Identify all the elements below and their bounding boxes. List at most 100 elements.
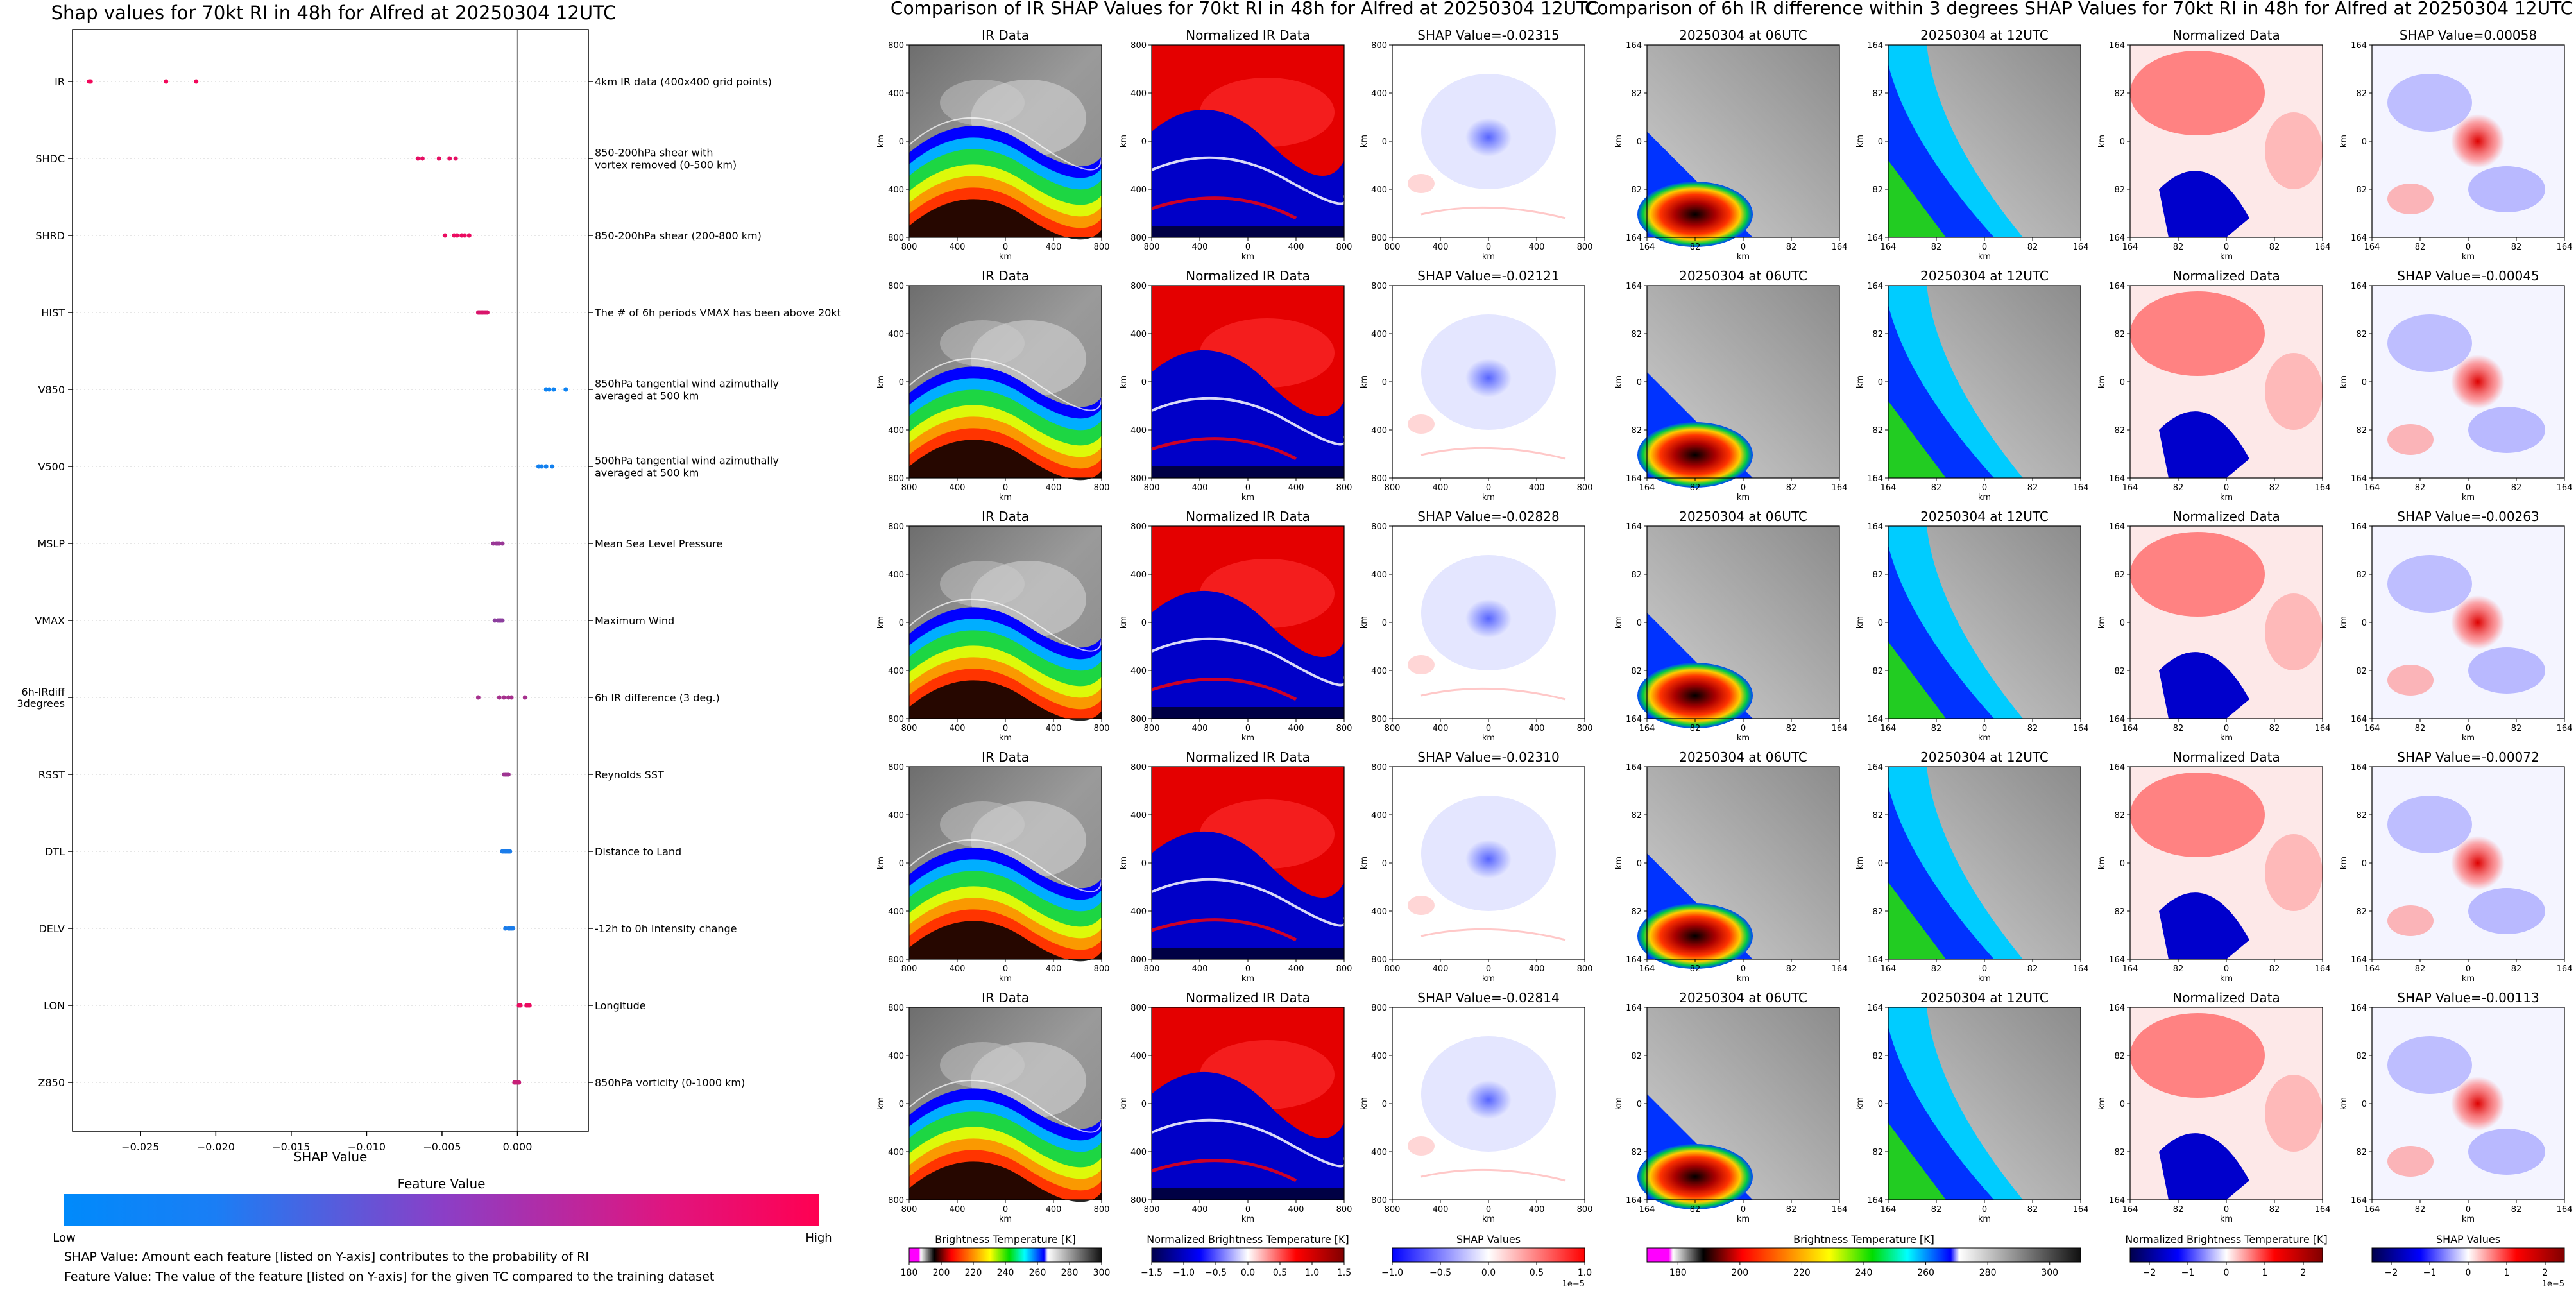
panel-title: IR Data: [982, 268, 1029, 284]
shap-plot-frame: [72, 29, 589, 1132]
x-axis-label: km: [1241, 733, 1254, 743]
x-axis-label: km: [1482, 252, 1495, 262]
warm-region: [2265, 834, 2323, 911]
colorbar-tick-label: −1: [2181, 1268, 2195, 1278]
x-axis-label: km: [2462, 733, 2475, 743]
y-tick-label: 164: [1867, 234, 1883, 243]
y-tick-label: 82: [2356, 907, 2367, 917]
y-tick-label: 400: [1130, 907, 1147, 917]
shap-point: [508, 849, 513, 854]
y-tick-label: 82: [2356, 426, 2367, 436]
x-tick-label: 0: [2224, 724, 2229, 733]
ir-section-title: Comparison of IR SHAP Values for 70kt RI…: [891, 0, 1599, 19]
x-tick-label: 400: [1529, 724, 1545, 733]
shap-blob: [2387, 184, 2434, 214]
warm-region: [2130, 291, 2265, 376]
y-tick-label: 164: [1626, 282, 1642, 291]
x-tick-label: 164: [2122, 243, 2138, 252]
colorbar-tick-label: −0.5: [1205, 1268, 1227, 1278]
panel-title: Normalized IR Data: [1186, 509, 1310, 524]
x-tick-label: 82: [1786, 724, 1797, 733]
y-tick-label: 164: [1867, 522, 1883, 532]
y-tick-label: 82: [1631, 330, 1642, 339]
shap-streak: [1420, 687, 1566, 701]
warm-region: [1888, 882, 1946, 959]
y-tick-label: 0: [1878, 619, 1883, 628]
y-tick-label: 800: [1371, 522, 1387, 532]
band-streak: [1151, 437, 1297, 461]
shap-blob: [2451, 355, 2505, 409]
x-tick-label: 0: [2466, 724, 2471, 733]
x-tick-label: 164: [2122, 724, 2138, 733]
warm-region: [2265, 1075, 2323, 1152]
x-tick-label: 82: [2173, 483, 2184, 493]
shap-blob: [1408, 896, 1435, 915]
x-tick-label: 82: [2027, 1205, 2038, 1215]
y-tick-label: 0: [1878, 1100, 1883, 1109]
x-tick-label: 164: [2557, 1205, 2573, 1215]
x-tick-label: −0.010: [348, 1141, 386, 1153]
y-tick-label: 164: [1626, 234, 1642, 243]
warm-region: [2265, 593, 2323, 670]
shap-blob: [2451, 836, 2505, 890]
cold-region: [1888, 545, 1994, 719]
x-tick-label: 400: [1529, 483, 1545, 493]
y-tick-label: 800: [888, 1196, 904, 1206]
panel-title: SHAP Value=-0.00113: [2397, 990, 2539, 1005]
y-tick-label: 800: [1130, 522, 1147, 532]
x-axis-label: km: [1737, 1215, 1750, 1224]
x-tick-label: 0: [1245, 964, 1250, 974]
shap-streak: [1420, 447, 1566, 460]
feature-colorbar: [64, 1194, 819, 1226]
x-tick-label: 82: [2511, 243, 2522, 252]
feature-name: 6h-IRdiff 3degrees: [17, 686, 65, 710]
y-tick-label: 82: [2114, 185, 2125, 195]
colorbar-tick-label: 220: [965, 1268, 982, 1278]
y-tick-label: 800: [1130, 1196, 1147, 1206]
feature-description: -12h to 0h Intensity change: [595, 923, 737, 935]
x-tick-label: 82: [2269, 243, 2280, 252]
y-tick-label: 400: [888, 1148, 904, 1157]
x-tick-label: 400: [950, 243, 966, 252]
y-tick-label: 800: [1371, 41, 1387, 51]
warm-region: [1888, 1123, 1946, 1200]
y-tick-label: 164: [1626, 1196, 1642, 1206]
y-tick-label: 164: [1867, 282, 1883, 291]
colorbar-tick-label: 200: [1731, 1268, 1748, 1278]
y-tick-label: 400: [888, 330, 904, 339]
y-tick-label: 0: [2120, 859, 2125, 869]
feature-name: IR: [55, 76, 65, 88]
y-tick-label: 82: [1631, 667, 1642, 676]
convective-core: [1637, 663, 1753, 728]
warm-region: [1888, 642, 1946, 719]
feature-name: LON: [44, 1000, 65, 1012]
panel-title: Normalized IR Data: [1186, 268, 1310, 284]
cloud-edge: [908, 117, 1102, 171]
shap-point: [436, 156, 441, 161]
shap-core: [1465, 1080, 1512, 1119]
shap-point: [475, 695, 481, 700]
x-tick-label: 400: [1192, 243, 1208, 252]
y-tick-label: 82: [1872, 1052, 1883, 1061]
feature-colorbar-low: Low: [53, 1231, 75, 1245]
colorbar-offset: 1e−5: [1562, 1279, 1585, 1289]
panel-title: Normalized Data: [2172, 509, 2280, 524]
x-axis-label: km: [2462, 1215, 2475, 1224]
y-tick-label: 164: [1626, 763, 1642, 773]
y-tick-label: 0: [2120, 137, 2125, 147]
y-tick-label: 82: [1631, 570, 1642, 580]
convection-band: [909, 680, 1102, 721]
x-axis-label: km: [2220, 493, 2233, 502]
shap-point: [509, 695, 514, 700]
y-tick-label: 400: [1371, 185, 1387, 195]
panel-title: Normalized Data: [2172, 268, 2280, 284]
y-axis-label: km: [2339, 135, 2349, 148]
y-tick-label: 800: [1371, 955, 1387, 965]
x-axis-label: km: [999, 493, 1012, 502]
